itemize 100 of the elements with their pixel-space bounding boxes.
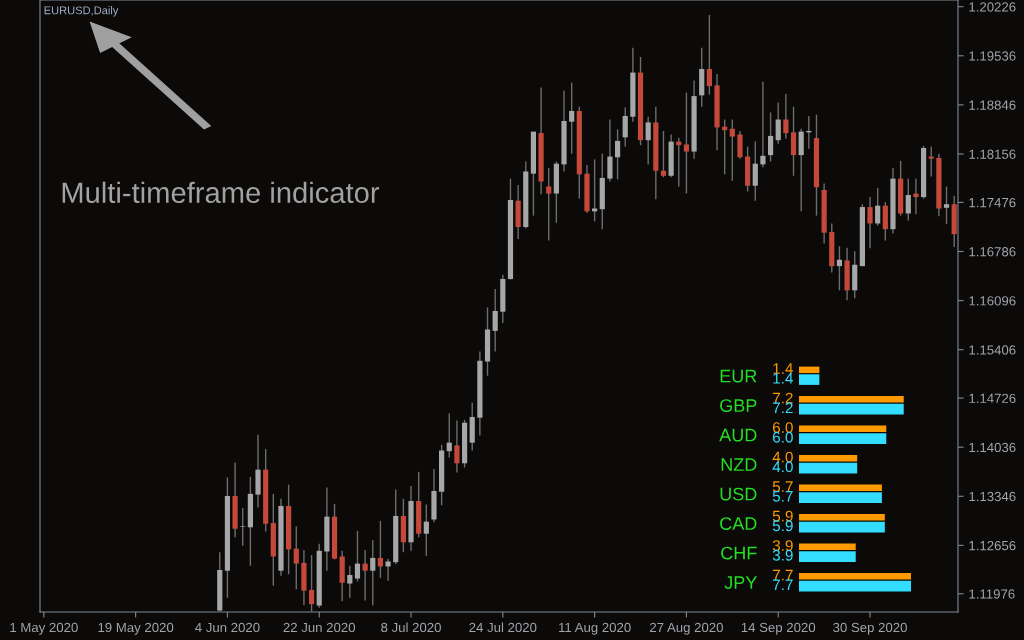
data-label: 5.9	[772, 520, 793, 532]
candlestick	[622, 106, 628, 148]
y-tick-label: 1.20226	[969, 2, 1016, 12]
candlestick	[660, 130, 667, 178]
candlestick	[546, 167, 552, 242]
candlestick	[454, 419, 460, 474]
data-label: 6.0	[772, 431, 793, 443]
data-label: 1.4	[773, 373, 793, 384]
bar	[799, 462, 858, 474]
candlestick	[882, 201, 888, 242]
candlestick	[752, 140, 758, 202]
candlestick	[905, 177, 911, 222]
y-tick-label: 1.15406	[969, 345, 1016, 355]
data-label: 7.2	[772, 392, 793, 404]
y-tick-label: 1.17476	[969, 197, 1016, 208]
text: EURUSD,Daily	[44, 6, 119, 17]
x-tick-label: 27 Aug 2020	[650, 622, 723, 635]
x-tick-label: 22 Jun 2020	[283, 622, 356, 633]
candlestick	[293, 525, 299, 590]
candlestick	[790, 106, 797, 177]
y-tick-label: CAD	[720, 517, 757, 530]
data-label: 4.0	[772, 461, 793, 473]
bar	[799, 514, 885, 521]
candlestick	[377, 520, 384, 579]
candlestick	[867, 196, 873, 250]
candlestick	[354, 530, 361, 583]
candlestick	[308, 554, 315, 612]
candlestick	[362, 549, 368, 602]
x-tick-label: 8 Jul 2020	[381, 622, 441, 633]
bar	[799, 521, 885, 533]
y-tick-label: 1.18846	[969, 100, 1016, 110]
candlestick	[760, 81, 766, 168]
candlestick	[446, 412, 452, 459]
y-tick-label: 1.19536	[969, 51, 1016, 61]
candlestick	[569, 81, 575, 155]
data-label: 1.4	[773, 363, 793, 374]
x-tick-label: 19 May 2020	[98, 622, 174, 635]
bar	[799, 455, 858, 462]
data-label: 5.7	[772, 491, 793, 502]
candlestick	[347, 565, 353, 599]
y-tick-label: 1.18156	[969, 149, 1016, 159]
candlestick	[385, 557, 391, 582]
candlestick	[836, 245, 843, 292]
candlestick	[775, 101, 781, 145]
bar	[799, 396, 904, 403]
bar	[799, 366, 820, 374]
data-label: 4.0	[772, 451, 793, 463]
x-tick-label: 11 Aug 2020	[559, 622, 631, 635]
y-tick-label: GBP	[720, 399, 757, 412]
y-tick-label: 1.16096	[969, 296, 1016, 306]
x-tick-label: 14 Sep 2020	[741, 622, 816, 635]
bar	[799, 374, 820, 385]
y-tick-label: 1.14036	[969, 442, 1016, 453]
candlestick	[706, 14, 712, 96]
candlestick	[943, 185, 950, 225]
bar	[799, 551, 856, 562]
y-tick-label: 1.13346	[969, 491, 1016, 502]
candlestick	[767, 111, 774, 163]
candlestick	[492, 288, 498, 353]
candlestick	[607, 118, 613, 183]
x-tick-label: 24 Jul 2020	[469, 622, 537, 633]
annotation: Multi-timeframe indicator	[62, 181, 380, 204]
x-tick-label: 1 May 2020	[10, 622, 78, 635]
bar	[799, 543, 856, 551]
candlestick	[645, 116, 651, 166]
candlestick	[729, 118, 735, 182]
data-label: 3.9	[772, 549, 793, 561]
data-label: 7.7	[772, 569, 793, 581]
bar	[799, 580, 911, 592]
bar	[799, 492, 882, 503]
candlestick	[875, 187, 881, 227]
candlestick	[240, 507, 246, 547]
data-label: 5.9	[772, 510, 793, 522]
x-tick-label: 30 Sep 2020	[833, 622, 907, 635]
y-tick-label: 1.11976	[969, 589, 1015, 599]
bar	[799, 573, 911, 580]
bar	[799, 433, 887, 444]
candlestick	[737, 130, 743, 160]
y-tick-label: 1.12656	[969, 540, 1016, 551]
y-tick-label: EUR	[720, 369, 757, 383]
x-tick-label: 4 Jun 2020	[195, 622, 260, 633]
candlestick	[928, 145, 934, 178]
y-tick-label: 1.16786	[969, 247, 1016, 257]
bar	[799, 484, 882, 492]
bar	[799, 425, 887, 433]
y-tick-label: NZD	[721, 458, 757, 471]
candlestick	[614, 128, 621, 181]
y-tick-label: USD	[720, 487, 757, 501]
y-tick-label: CHF	[721, 546, 757, 560]
candlestick	[370, 539, 376, 607]
candlestick	[798, 128, 804, 213]
candlestick	[913, 177, 919, 215]
y-tick-label: 1.14726	[969, 393, 1016, 403]
candlestick	[783, 93, 789, 140]
candlestick	[683, 91, 690, 195]
y-tick-label: AUD	[719, 428, 757, 442]
data-label: 7.2	[772, 402, 793, 414]
y-tick-label: JPY	[724, 576, 757, 589]
data-label: 7.7	[772, 579, 793, 591]
candlestick	[423, 503, 429, 557]
